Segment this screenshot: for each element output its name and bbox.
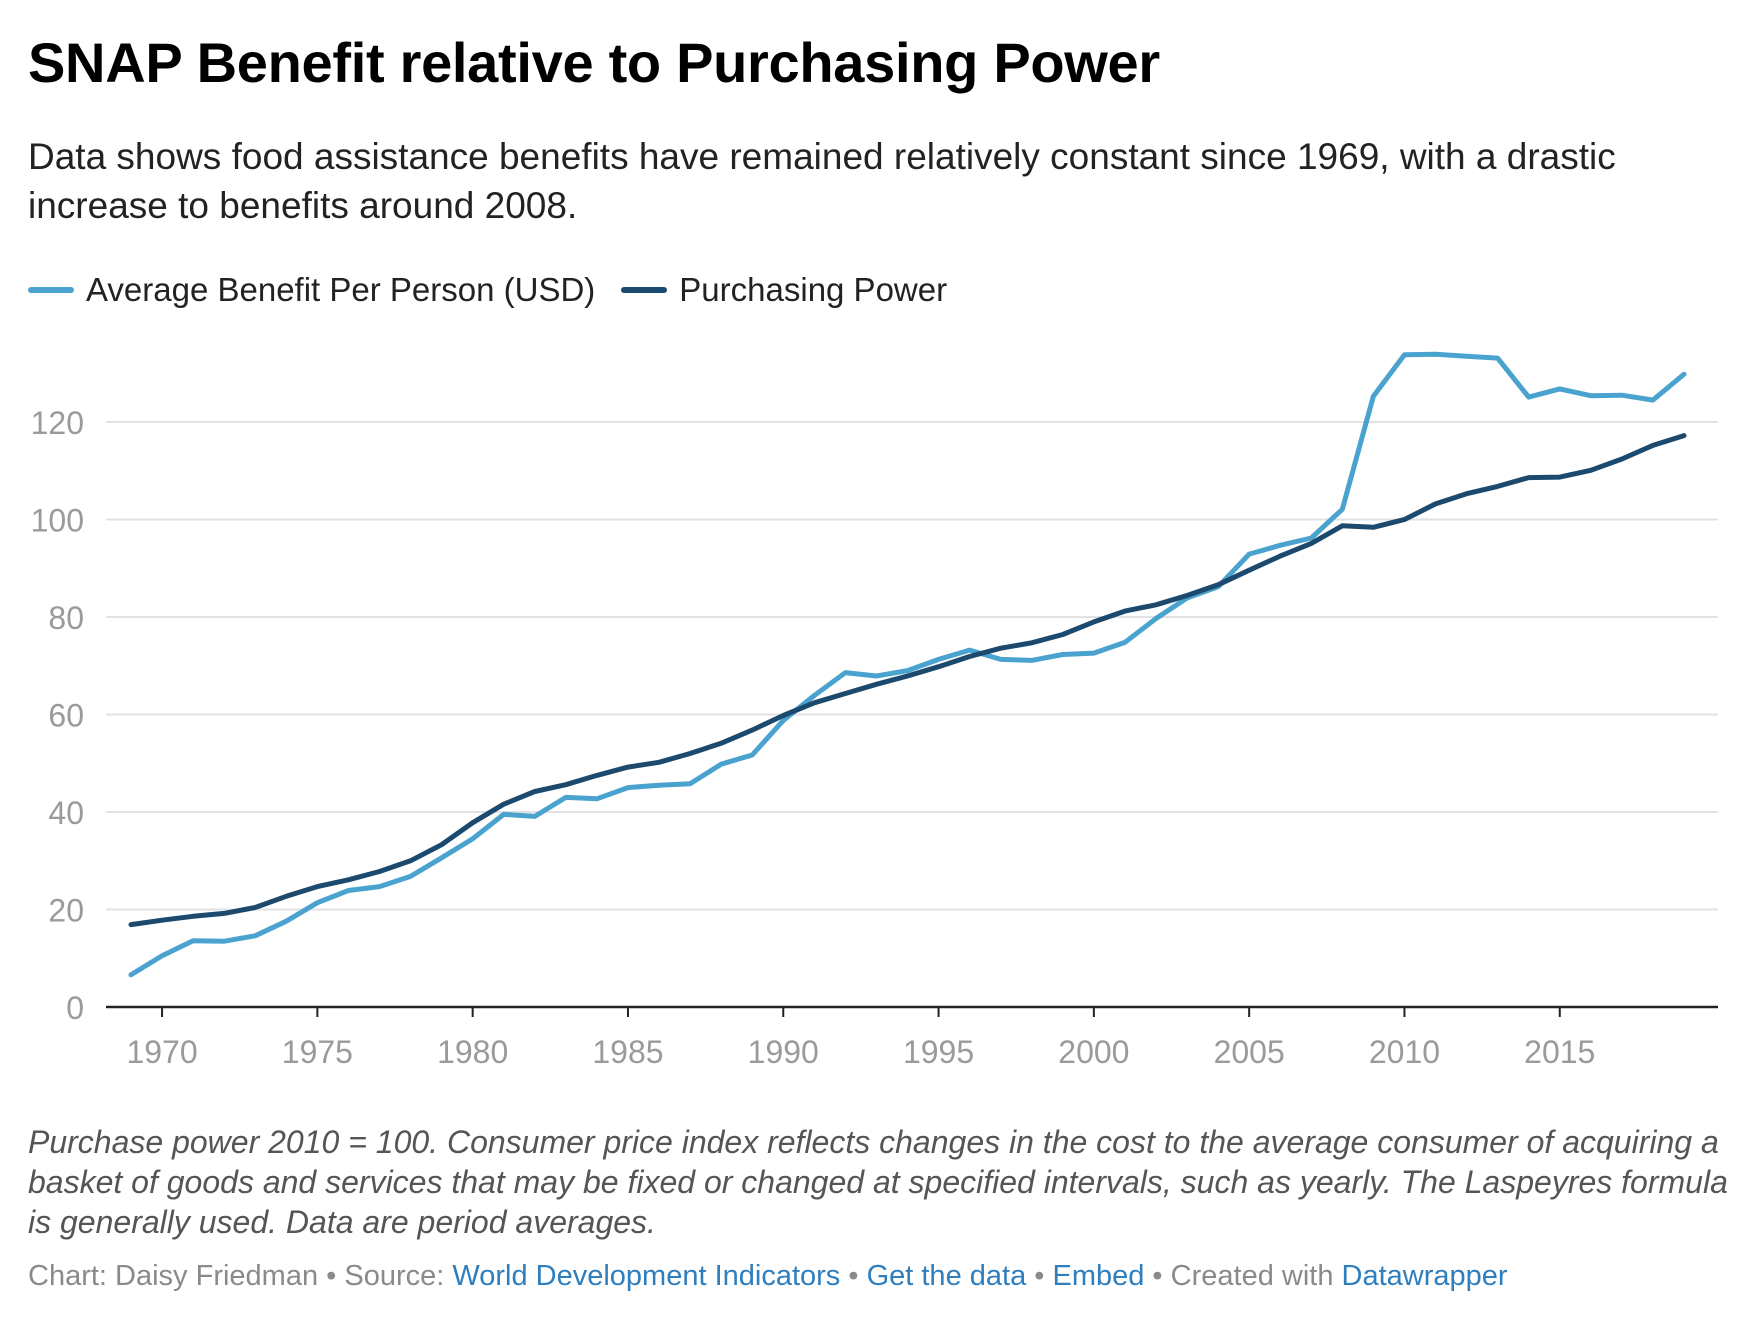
x-tick-label: 2000 [1058,1034,1129,1070]
footer-separator: • [318,1260,345,1292]
x-tick-label: 1975 [282,1034,353,1070]
embed-link[interactable]: Embed [1052,1260,1145,1292]
y-tick-label: 100 [31,503,84,539]
series-lines [128,351,1687,978]
grid-lines [106,421,1718,911]
x-tick-label: 2010 [1369,1034,1440,1070]
legend-item-benefit: Average Benefit Per Person (USD) [28,271,595,309]
footer-chart-credit: Chart: Daisy Friedman [28,1260,319,1292]
chart-title: SNAP Benefit relative to Purchasing Powe… [28,31,1160,94]
get-the-data-link[interactable]: Get the data [866,1260,1027,1292]
legend-swatch-benefit [28,287,74,293]
x-tick-label: 2005 [1214,1034,1285,1070]
datawrapper-link[interactable]: Datawrapper [1341,1260,1508,1292]
legend-item-purchasing-power: Purchasing Power [621,271,947,309]
legend-swatch-purchasing-power [621,287,668,293]
x-tick-label: 2015 [1524,1034,1595,1070]
footer-separator: • [1026,1260,1053,1292]
y-tick-label: 20 [48,893,84,929]
footer-source-label: Source: [344,1260,453,1292]
source-link[interactable]: World Development Indicators [452,1260,841,1292]
y-tick-label: 120 [31,405,84,441]
y-tick-label: 80 [48,600,84,636]
x-tick-label: 1990 [748,1034,819,1070]
footer-separator: • [1144,1260,1171,1292]
footer-separator: • [840,1260,867,1292]
x-tick-label: 1985 [592,1034,663,1070]
legend: Average Benefit Per Person (USD) Purchas… [28,268,973,312]
y-tick-label: 40 [48,795,84,831]
series-line-benefit [128,351,1687,978]
footer-created-with: Created with [1170,1260,1342,1292]
chart-notes: Purchase power 2010 = 100. Consumer pric… [28,1124,1728,1240]
x-tick-label: 1995 [903,1034,974,1070]
line-chart: 0 20 40 60 80 100 120 1970 1975 1980 1985 1990 1995… [31,351,1718,1070]
legend-label-purchasing-power: Purchasing Power [679,271,948,308]
x-axis-ticks: 1970 1975 1980 1985 1990 1995 2000 2005 2010 2015 [126,1007,1595,1070]
y-tick-label: 60 [48,698,84,734]
chart-footer: Chart: Daisy Friedman • Source: World De… [28,1260,1508,1293]
chart-subtitle: Data shows food assistance benefits have… [28,136,1616,226]
legend-label-benefit: Average Benefit Per Person (USD) [86,271,596,308]
series-line-purchasing-power [128,433,1687,928]
x-tick-label: 1980 [437,1034,508,1070]
y-axis-ticks: 0 20 40 60 80 100 120 [31,405,84,1026]
x-tick-label: 1970 [126,1034,197,1070]
y-tick-label: 0 [66,990,84,1026]
